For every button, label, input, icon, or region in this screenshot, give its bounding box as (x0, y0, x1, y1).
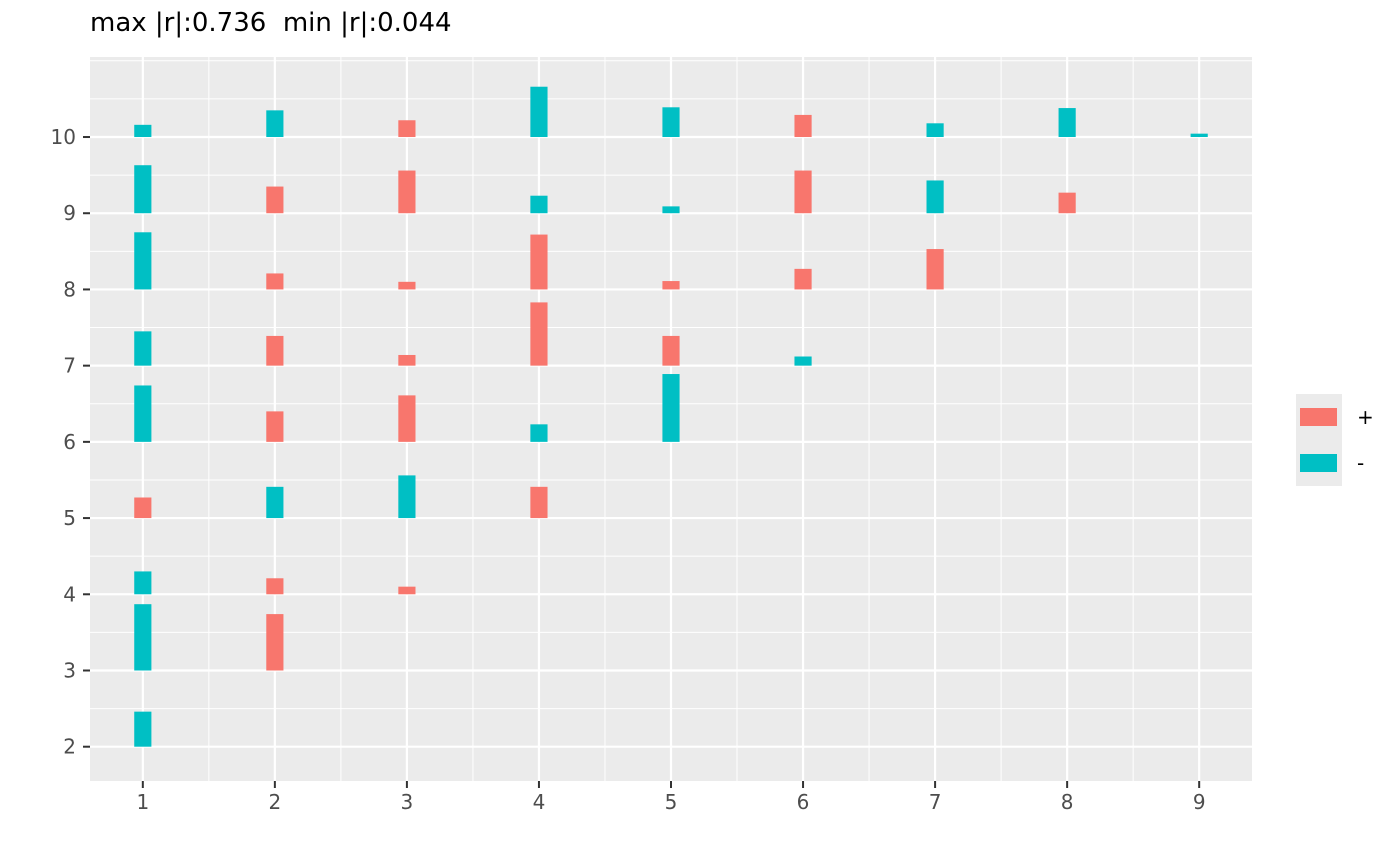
y-axis: 2 3 4 5 6 7 8 9 10 (51, 125, 90, 759)
y-tick-label: 5 (63, 506, 76, 530)
bar-negative (134, 124, 152, 138)
bar-positive (530, 234, 548, 290)
bar-negative (266, 486, 284, 519)
bar-negative (662, 107, 680, 138)
bar-negative (134, 711, 152, 747)
bar-negative (926, 180, 944, 214)
legend-key-negative (1300, 454, 1337, 472)
bar-positive (398, 170, 416, 214)
bar-negative (134, 604, 152, 671)
y-tick-label: 10 (51, 125, 76, 149)
y-tick-label: 7 (63, 354, 76, 378)
bar-negative (134, 571, 152, 595)
legend: +- (1296, 394, 1374, 486)
x-tick-label: 4 (533, 790, 546, 814)
bar-positive (266, 186, 284, 214)
bar-positive (794, 268, 812, 290)
bar-negative (1058, 108, 1076, 138)
x-tick-label: 9 (1193, 790, 1206, 814)
x-tick-label: 2 (268, 790, 281, 814)
x-tick-label: 1 (136, 790, 149, 814)
legend-key-positive (1300, 408, 1337, 426)
bar-positive (134, 497, 152, 519)
bar-positive (266, 578, 284, 595)
bar-positive (530, 486, 548, 519)
y-tick-label: 6 (63, 430, 76, 454)
bar-negative (266, 110, 284, 138)
bar-negative (134, 385, 152, 442)
bar-positive (398, 586, 416, 595)
x-axis: 1 2 3 4 5 6 7 8 9 (136, 781, 1206, 814)
bar-positive (266, 335, 284, 366)
bar-positive (398, 395, 416, 442)
y-tick-label: 2 (63, 735, 76, 759)
bar-negative (398, 475, 416, 519)
bar-positive (266, 273, 284, 290)
x-tick-label: 8 (1061, 790, 1074, 814)
y-tick-label: 4 (63, 582, 76, 606)
y-tick-label: 8 (63, 277, 76, 301)
bars-layer (134, 86, 1208, 747)
chart-title: max |r|:0.736 min |r|:0.044 (90, 8, 452, 38)
x-tick-label: 7 (929, 790, 942, 814)
y-tick-label: 9 (63, 201, 76, 225)
bar-positive (1058, 192, 1076, 214)
legend-label-positive: + (1357, 405, 1374, 429)
bar-positive (398, 354, 416, 366)
bar-negative (794, 356, 812, 366)
y-tick-label: 3 (63, 658, 76, 682)
bar-positive (662, 281, 680, 290)
bar-positive (794, 170, 812, 214)
bar-negative (662, 206, 680, 214)
bar-negative (530, 195, 548, 214)
x-tick-label: 5 (665, 790, 678, 814)
bar-negative (926, 123, 944, 138)
bar-positive (662, 335, 680, 366)
bar-negative (1190, 133, 1208, 138)
legend-background (1296, 394, 1342, 486)
legend-label-negative: - (1357, 451, 1364, 475)
bar-negative (530, 86, 548, 138)
bar-positive (530, 302, 548, 366)
bar-negative (134, 165, 152, 214)
bar-positive (794, 114, 812, 138)
x-tick-label: 6 (797, 790, 810, 814)
bar-negative (530, 424, 548, 442)
bar-positive (926, 249, 944, 290)
x-tick-label: 3 (401, 790, 414, 814)
bar-positive (398, 120, 416, 138)
bar-negative (662, 374, 680, 442)
bar-negative (134, 331, 152, 366)
bar-positive (266, 614, 284, 671)
bar-positive (398, 281, 416, 290)
bar-positive (266, 411, 284, 442)
bar-negative (134, 232, 152, 290)
